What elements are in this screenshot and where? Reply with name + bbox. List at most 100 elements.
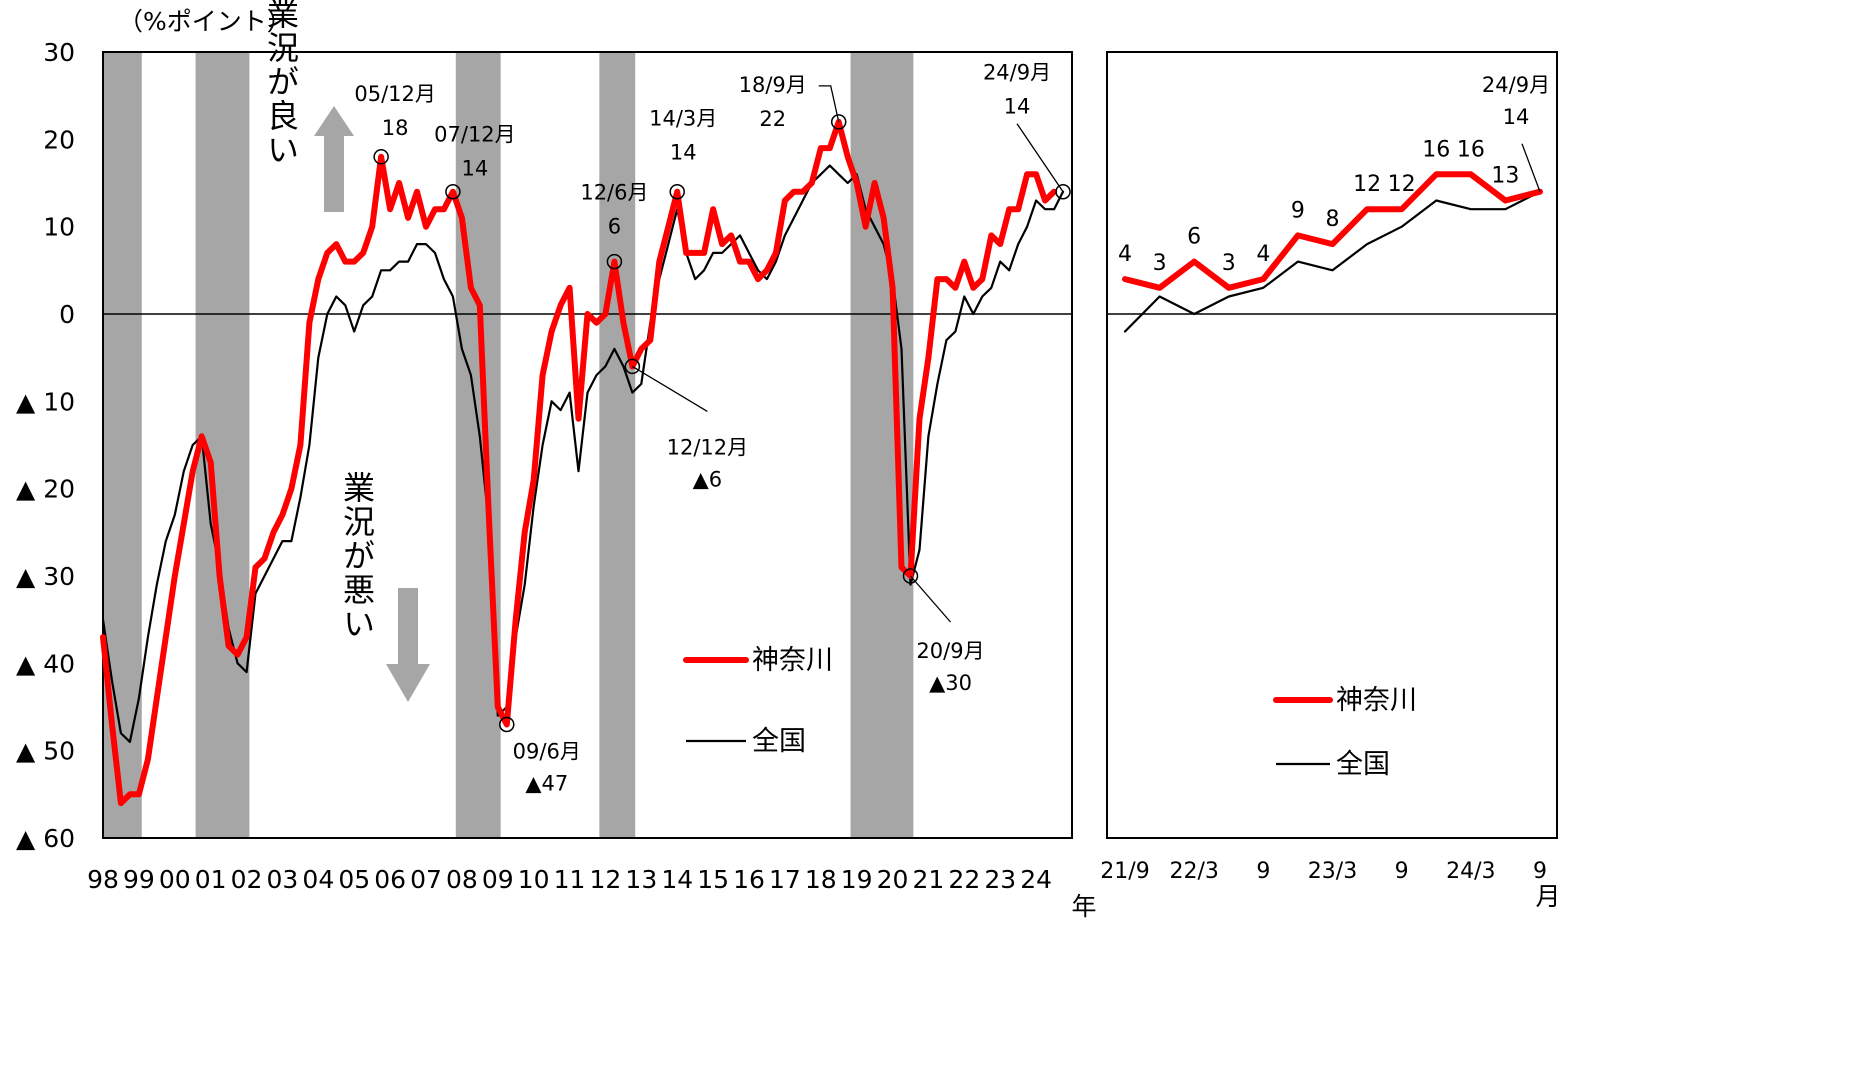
annotation-value: ▲6 bbox=[693, 467, 723, 491]
right-x-tick-label: 9 bbox=[1256, 859, 1270, 884]
x-tick-label: 12 bbox=[590, 865, 622, 894]
series-line-national bbox=[101, 164, 1065, 743]
annotation-date: 05/12月 bbox=[354, 82, 436, 106]
right-x-tick-label: 22/3 bbox=[1169, 859, 1218, 884]
annotation-marker bbox=[624, 358, 641, 375]
x-tick-label: 19 bbox=[841, 865, 873, 894]
data-label: 16 bbox=[1457, 137, 1485, 162]
arrow-down-label: 業況が悪い bbox=[338, 471, 376, 641]
annotation-marker bbox=[606, 253, 623, 270]
data-label: 3 bbox=[1153, 251, 1167, 276]
y-tick-label: ▲ 50 bbox=[16, 737, 75, 766]
arrow-up-label: 業況が良い bbox=[262, 0, 300, 167]
x-tick-label: 09 bbox=[482, 865, 514, 894]
annotation-value: 14 bbox=[1004, 95, 1031, 119]
annotation-date: 07/12月 bbox=[434, 123, 516, 147]
right-x-unit-label: 月 bbox=[1535, 882, 1560, 911]
right-x-tick-label: 24/3 bbox=[1446, 859, 1495, 884]
data-label: 4 bbox=[1118, 242, 1132, 267]
annotation-leader-line bbox=[910, 575, 951, 623]
series-line-kanagawa bbox=[100, 118, 1058, 807]
y-tick-label: 10 bbox=[43, 213, 75, 242]
right-plot-frame bbox=[1106, 51, 1558, 839]
y-tick-label: ▲ 60 bbox=[16, 824, 75, 853]
annotation-date: 09/6月 bbox=[513, 739, 581, 763]
recession-bands bbox=[103, 52, 914, 838]
annotation-leader-line bbox=[818, 85, 840, 123]
x-tick-label: 14 bbox=[661, 865, 693, 894]
x-tick-label: 15 bbox=[697, 865, 729, 894]
x-tick-label: 98 bbox=[87, 865, 119, 894]
data-label: 12 bbox=[1353, 172, 1381, 197]
annotation-marker bbox=[902, 568, 919, 584]
y-tick-label: ▲ 20 bbox=[16, 475, 75, 504]
data-label: 13 bbox=[1491, 163, 1519, 188]
left-series-lines bbox=[100, 118, 1065, 807]
right-series-lines bbox=[1122, 171, 1543, 333]
data-label: 3 bbox=[1222, 251, 1236, 276]
right-annotation-value: 14 bbox=[1503, 105, 1530, 129]
data-label: 6 bbox=[1187, 225, 1201, 250]
annotation-date: 14/3月 bbox=[649, 107, 717, 131]
x-tick-label: 99 bbox=[123, 865, 155, 894]
legend-label-kanagawa: 神奈川 bbox=[752, 645, 833, 676]
legend-label-national: 全国 bbox=[752, 726, 806, 757]
recession-band bbox=[455, 52, 501, 838]
data-label: 16 bbox=[1422, 137, 1450, 162]
right-x-tick-label: 9 bbox=[1533, 859, 1547, 884]
x-tick-label: 23 bbox=[984, 865, 1016, 894]
annotation-date: 12/6月 bbox=[580, 181, 648, 205]
x-tick-label: 02 bbox=[231, 865, 263, 894]
x-tick-label: 18 bbox=[805, 865, 837, 894]
x-tick-label: 03 bbox=[267, 865, 299, 894]
x-tick-label: 07 bbox=[410, 865, 442, 894]
recession-band bbox=[599, 52, 636, 838]
left-annotations: 05/12月 18 07/12月 14 09/6月 ▲47 12/6月 6 12/12月 ▲6 14… bbox=[354, 61, 1071, 795]
x-tick-label: 13 bbox=[625, 865, 657, 894]
right-annotation-date: 24/9月 bbox=[1482, 73, 1550, 97]
data-label: 12 bbox=[1388, 172, 1416, 197]
annotation-marker bbox=[669, 183, 685, 200]
annotation-value: ▲30 bbox=[929, 671, 972, 695]
annotation-value: 14 bbox=[670, 141, 697, 165]
right-annotation-leader-line bbox=[1521, 143, 1541, 192]
arrow-down-icon bbox=[386, 588, 430, 702]
right-x-tick-label: 21/9 bbox=[1100, 859, 1149, 884]
y-tick-label: 0 bbox=[59, 300, 75, 329]
annotation-marker bbox=[1055, 183, 1071, 200]
y-tick-label: ▲ 40 bbox=[16, 649, 75, 678]
data-label: 8 bbox=[1326, 207, 1340, 232]
x-tick-label: 21 bbox=[913, 865, 945, 894]
x-tick-label: 05 bbox=[338, 865, 370, 894]
y-tick-label: ▲ 30 bbox=[16, 562, 75, 591]
annotation-value: 6 bbox=[608, 215, 621, 239]
y-unit-label: （%ポイント） bbox=[118, 7, 292, 36]
annotation-date: 12/12月 bbox=[667, 435, 749, 459]
x-tick-label: 00 bbox=[159, 865, 191, 894]
right-x-tick-label: 23/3 bbox=[1308, 859, 1357, 884]
annotation-value: 22 bbox=[759, 107, 786, 131]
x-tick-label: 11 bbox=[554, 865, 586, 894]
annotation-value: 14 bbox=[462, 157, 489, 181]
data-label: 9 bbox=[1291, 198, 1305, 223]
annotation-date: 24/9月 bbox=[983, 61, 1051, 85]
x-tick-label: 16 bbox=[733, 865, 765, 894]
annotation-leader-line bbox=[1016, 123, 1064, 193]
y-tick-label: 30 bbox=[43, 38, 75, 67]
x-tick-label: 20 bbox=[877, 865, 909, 894]
annotation-leader-line bbox=[632, 365, 708, 412]
legend-label-national: 全国 bbox=[1336, 749, 1390, 780]
recession-band bbox=[850, 52, 914, 838]
annotation-date: 20/9月 bbox=[916, 639, 984, 663]
x-unit-label: 年 bbox=[1071, 892, 1096, 921]
left-plot-frame bbox=[102, 51, 1073, 839]
y-tick-label: 20 bbox=[43, 125, 75, 154]
x-tick-label: 01 bbox=[195, 865, 227, 894]
annotation-value: ▲47 bbox=[525, 771, 568, 795]
right-x-tick-label: 9 bbox=[1395, 859, 1409, 884]
legend-label-kanagawa: 神奈川 bbox=[1336, 685, 1417, 716]
